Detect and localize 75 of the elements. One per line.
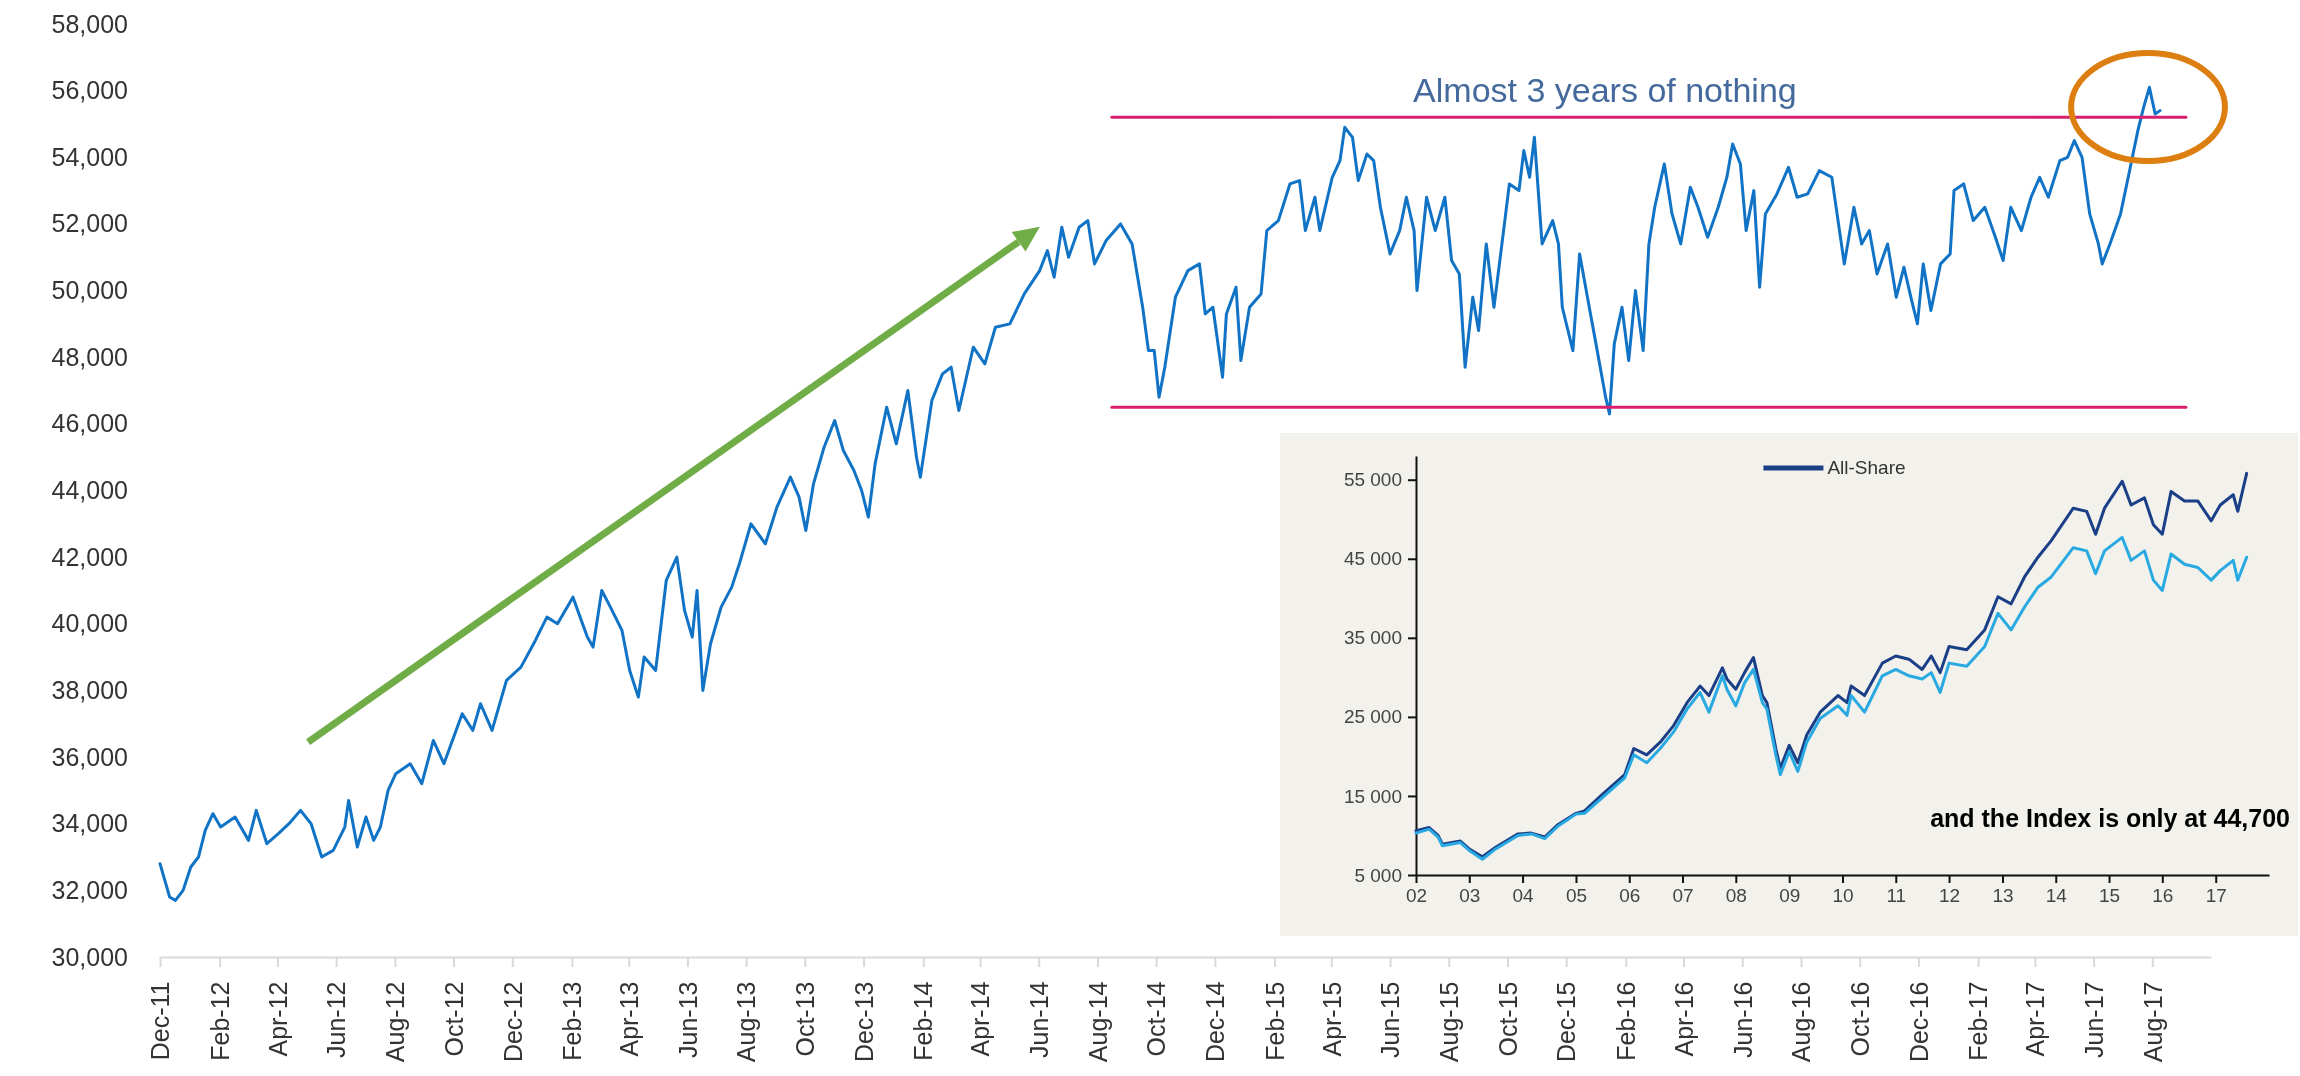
x-tick-label: 17 <box>2205 885 2227 907</box>
x-tick-label: 15 <box>2098 885 2121 907</box>
x-tick-label: Oct-14 <box>1142 981 1171 1057</box>
x-tick-label: Dec-16 <box>1904 981 1933 1063</box>
x-tick-label: 09 <box>1779 885 1801 907</box>
x-tick-label: Apr-12 <box>263 981 292 1057</box>
annotation: and the Index is only at 44,700 <box>1930 804 2290 832</box>
y-tick-label: 30,000 <box>51 942 128 971</box>
y-tick-label: 42,000 <box>51 542 128 571</box>
y-tick-label: 44,000 <box>51 476 128 504</box>
x-tick-label: 14 <box>2045 885 2068 907</box>
y-tick-label: 58,000 <box>51 9 128 38</box>
annotation: Almost 3 years of nothing <box>1413 70 1797 109</box>
y-tick-label: 34,000 <box>51 809 128 838</box>
x-tick-label: Feb-15 <box>1260 981 1289 1061</box>
x-tick-label: Oct-16 <box>1845 981 1874 1057</box>
x-tick-label: 13 <box>1992 885 2014 907</box>
x-tick-label: Apr-16 <box>1669 981 1698 1057</box>
x-tick-label: Dec-12 <box>498 981 527 1063</box>
y-tick-label: 46,000 <box>51 409 128 438</box>
x-tick-label: 05 <box>1565 885 1588 907</box>
x-tick-label: Oct-13 <box>791 981 820 1057</box>
x-tick-label: Aug-13 <box>732 981 761 1063</box>
y-tick-label: 25 000 <box>1343 706 1402 728</box>
x-tick-label: Jun-12 <box>322 981 351 1058</box>
x-tick-label: Jun-13 <box>673 981 702 1058</box>
x-tick-label: 03 <box>1459 885 1481 907</box>
x-tick-label: 16 <box>2152 885 2174 907</box>
x-tick-label: Apr-14 <box>966 981 995 1057</box>
x-tick-label: 10 <box>1832 885 1854 907</box>
x-tick-label: Dec-14 <box>1201 981 1230 1063</box>
x-tick-label: Jun-16 <box>1728 981 1757 1058</box>
x-tick-label: Jun-15 <box>1376 981 1405 1058</box>
x-tick-label: Aug-12 <box>381 981 410 1063</box>
y-tick-label: 32,000 <box>51 875 128 904</box>
y-tick-label: 45 000 <box>1343 548 1402 570</box>
x-tick-label: Jun-17 <box>2079 981 2108 1058</box>
x-tick-label: 12 <box>1938 885 1961 907</box>
x-tick-label: 06 <box>1619 885 1641 907</box>
x-tick-label: Apr-17 <box>2021 981 2050 1057</box>
x-tick-label: Apr-15 <box>1317 981 1346 1057</box>
x-tick-label: Jun-14 <box>1024 981 1053 1058</box>
x-tick-label: Dec-11 <box>146 981 175 1061</box>
x-tick-label: 04 <box>1512 885 1535 907</box>
x-tick-label: 08 <box>1725 885 1747 907</box>
x-tick-label: Aug-17 <box>2138 981 2167 1063</box>
x-tick-label: Apr-13 <box>614 981 643 1057</box>
y-tick-label: 35 000 <box>1343 627 1402 649</box>
x-tick-label: Feb-13 <box>558 981 587 1061</box>
legend-label: All-Share <box>1827 457 1906 478</box>
y-tick-label: 55 000 <box>1343 469 1402 491</box>
x-tick-label: Dec-15 <box>1552 981 1581 1063</box>
y-tick-label: 54,000 <box>51 142 128 171</box>
y-tick-label: 52,000 <box>51 209 128 238</box>
y-tick-label: 40,000 <box>51 609 128 638</box>
x-tick-label: Aug-14 <box>1083 981 1112 1063</box>
x-tick-label: Feb-17 <box>1964 981 1993 1061</box>
x-tick-label: 11 <box>1886 885 1907 907</box>
x-tick-label: Aug-16 <box>1787 981 1816 1063</box>
x-tick-label: Dec-13 <box>849 981 878 1063</box>
y-tick-label: 38,000 <box>51 675 128 704</box>
y-tick-label: 48,000 <box>51 342 128 371</box>
x-tick-label: 07 <box>1672 885 1694 907</box>
y-tick-label: 5 000 <box>1354 864 1402 886</box>
y-tick-label: 36,000 <box>51 742 128 771</box>
y-tick-label: 50,000 <box>51 276 128 305</box>
x-tick-label: Aug-15 <box>1434 981 1463 1063</box>
x-tick-label: Oct-12 <box>439 981 468 1057</box>
x-tick-label: Feb-16 <box>1612 981 1641 1061</box>
y-tick-label: 56,000 <box>51 76 128 105</box>
y-tick-label: 15 000 <box>1343 785 1402 807</box>
x-tick-label: 02 <box>1405 885 1428 907</box>
x-tick-label: Feb-12 <box>205 981 234 1061</box>
x-tick-label: Oct-15 <box>1493 981 1522 1057</box>
x-tick-label: Feb-14 <box>909 981 938 1061</box>
